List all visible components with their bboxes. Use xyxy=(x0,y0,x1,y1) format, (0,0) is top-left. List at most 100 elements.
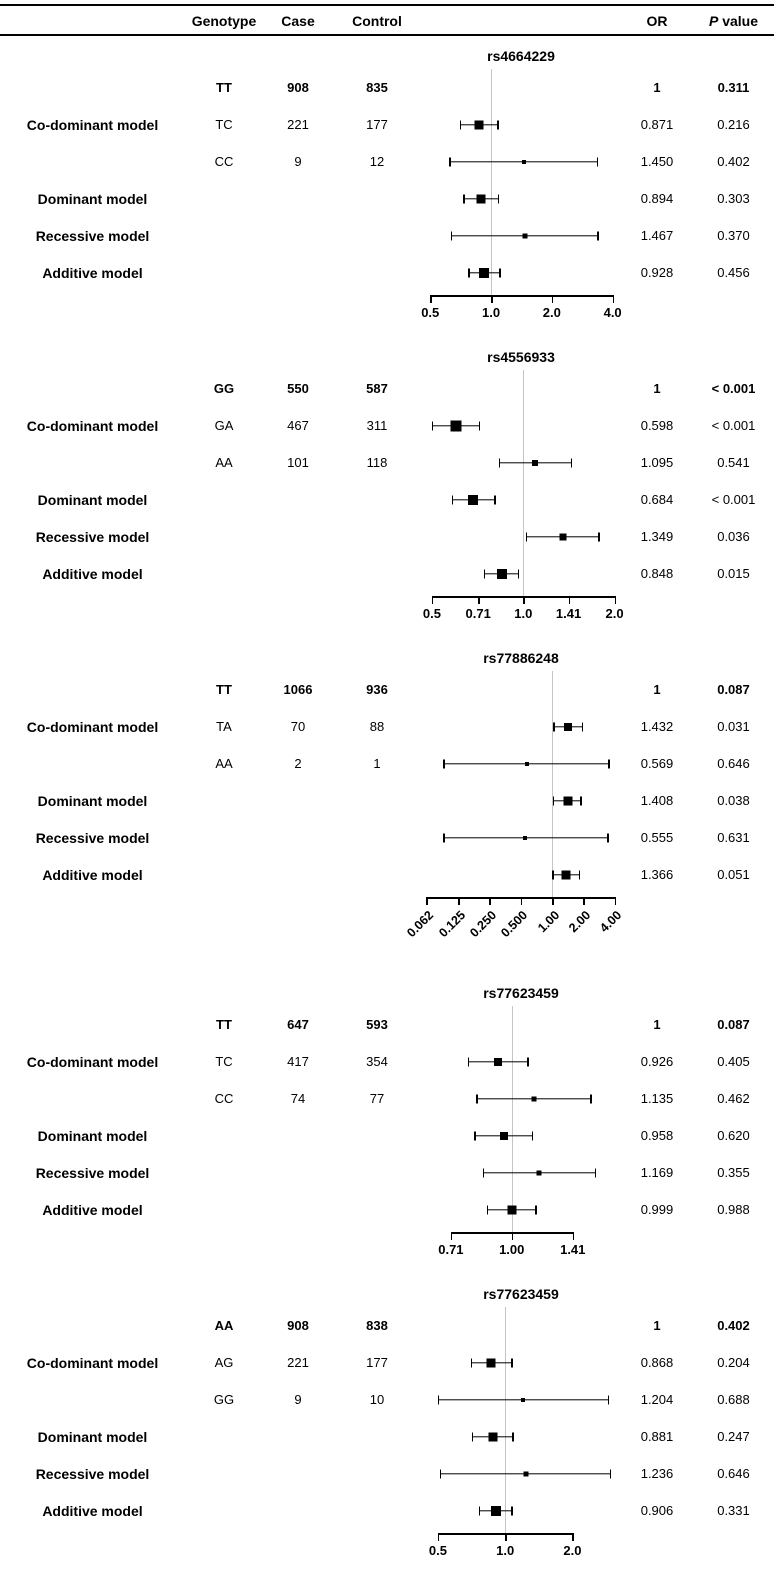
panel-body: TT 647 593 1 0.087 Co-dominant model TC 417 354 0… xyxy=(0,1006,774,1274)
plot-cell xyxy=(421,1307,621,1344)
or-value: 0.555 xyxy=(640,830,674,845)
axis-plot-cell: 0.71 1.00 1.41 xyxy=(421,1228,621,1274)
forest-row: AA 2 1 0.569 0.646 xyxy=(0,745,774,782)
or-value: 1 xyxy=(653,381,661,396)
model-label: Dominant model xyxy=(37,491,148,508)
model-label: Additive model xyxy=(42,264,143,281)
case-count: 9 xyxy=(294,1392,302,1407)
control-count: 587 xyxy=(366,381,388,396)
control-count: 311 xyxy=(366,418,388,433)
case-count: 1066 xyxy=(283,682,313,697)
or-marker xyxy=(486,1358,496,1367)
axis-plot-cell: 0.062 0.125 0.250 0.500 1.00 2.00 4.00 xyxy=(404,893,625,973)
or-marker xyxy=(496,568,507,579)
forest-row: Additive model 0.906 0.331 xyxy=(0,1492,774,1529)
ci-cap-low xyxy=(552,796,555,805)
axis-tick-label: 2.0 xyxy=(605,606,624,621)
model-label: Co-dominant model xyxy=(26,417,159,434)
axis-tick-label: 2.0 xyxy=(563,1543,582,1558)
axis-row: 0.5 0.71 1.0 1.41 2.0 xyxy=(0,592,774,638)
control-count: 354 xyxy=(366,1054,388,1069)
plot-cell xyxy=(421,1492,621,1529)
axis-tick xyxy=(552,897,554,905)
or-value: 0.926 xyxy=(640,1054,674,1069)
axis-tick-label: 0.062 xyxy=(404,908,437,941)
ci-cap-high xyxy=(494,495,496,504)
axis-tick xyxy=(583,897,585,905)
or-value: 0.868 xyxy=(640,1355,674,1370)
forest-panel: rs77623459 TT 647 593 1 0.087 Co-dominant mode… xyxy=(0,980,774,1274)
genotype-cell: GG xyxy=(213,1392,235,1407)
plot-cell xyxy=(421,1455,621,1492)
p-value: 0.355 xyxy=(717,1165,750,1180)
plot-cell xyxy=(421,1381,621,1418)
forest-panel: rs4664229 TT 908 835 1 0.311 Co-dominant model… xyxy=(0,43,774,337)
or-value: 1.408 xyxy=(640,793,674,808)
p-value: 0.541 xyxy=(717,455,750,470)
or-value: 0.569 xyxy=(640,756,674,771)
axis-tick xyxy=(431,596,434,604)
or-marker xyxy=(468,494,479,505)
or-marker xyxy=(531,1096,537,1101)
axis-tick-label: 0.71 xyxy=(465,606,491,621)
ci-cap-high xyxy=(580,796,582,805)
case-count: 221 xyxy=(287,117,309,132)
ci-cap-low xyxy=(468,268,470,277)
or-marker xyxy=(500,1131,509,1140)
header-case: Case xyxy=(281,13,315,29)
p-value: 0.620 xyxy=(717,1128,750,1143)
genotype-cell: GG xyxy=(213,381,235,396)
axis-tick xyxy=(478,596,480,604)
ci-cap-low xyxy=(476,1094,478,1103)
axis-tick xyxy=(614,596,617,604)
plot-cell xyxy=(421,370,621,407)
forest-row: Recessive model 0.555 0.631 xyxy=(0,819,774,856)
ci-cap-low xyxy=(483,569,486,578)
genotype-cell: TC xyxy=(215,1054,233,1069)
axis-tick-label: 0.5 xyxy=(428,1543,447,1558)
axis-tick xyxy=(505,1533,507,1541)
axis-tick-label: 0.250 xyxy=(467,908,500,941)
plot-cell xyxy=(421,180,621,217)
axis-tick-label: 0.500 xyxy=(498,908,531,941)
axis-tick xyxy=(568,596,571,604)
model-label: Recessive model xyxy=(35,829,150,846)
ci-cap-low xyxy=(525,532,528,541)
model-label: Co-dominant model xyxy=(26,1053,159,1070)
plot-cell xyxy=(421,217,621,254)
control-count: 118 xyxy=(366,455,388,470)
plot-cell xyxy=(421,1080,621,1117)
axis-tick-label: 1.0 xyxy=(496,1543,515,1558)
or-value: 1.450 xyxy=(640,154,674,169)
panel-body: TT 908 835 1 0.311 Co-dominant model TC 221 177 0… xyxy=(0,69,774,337)
axis-tick xyxy=(614,897,617,905)
or-marker xyxy=(561,870,571,879)
or-marker xyxy=(507,1205,517,1214)
model-label: Recessive model xyxy=(35,528,150,545)
axis-tick-label: 4.0 xyxy=(603,305,622,320)
reference-line xyxy=(523,370,525,596)
ci-cap-high xyxy=(609,1469,612,1478)
control-count: 936 xyxy=(366,682,388,697)
axis-tick xyxy=(437,1533,440,1541)
case-count: 647 xyxy=(287,1017,309,1032)
forest-row: Co-dominant model TA 70 88 1.432 0.031 xyxy=(0,708,774,745)
ci-cap-low xyxy=(450,231,452,240)
p-value: 0.031 xyxy=(717,719,750,734)
model-label: Dominant model xyxy=(37,1428,148,1445)
or-marker xyxy=(564,722,573,731)
or-value: 1 xyxy=(653,80,661,95)
ci-cap-high xyxy=(607,1395,610,1404)
ci-cap-low xyxy=(437,1395,440,1404)
reference-line xyxy=(511,1006,513,1232)
axis-tick-label: 4.00 xyxy=(597,908,625,936)
case-count: 221 xyxy=(287,1355,309,1370)
plot-cell xyxy=(421,1191,621,1228)
p-value: 0.015 xyxy=(717,566,750,581)
or-value: 0.958 xyxy=(640,1128,674,1143)
or-marker xyxy=(476,194,486,203)
case-count: 74 xyxy=(290,1091,306,1106)
or-value: 1.349 xyxy=(640,529,674,544)
p-value: 0.216 xyxy=(717,117,750,132)
axis-tick-label: 1.41 xyxy=(555,606,582,621)
